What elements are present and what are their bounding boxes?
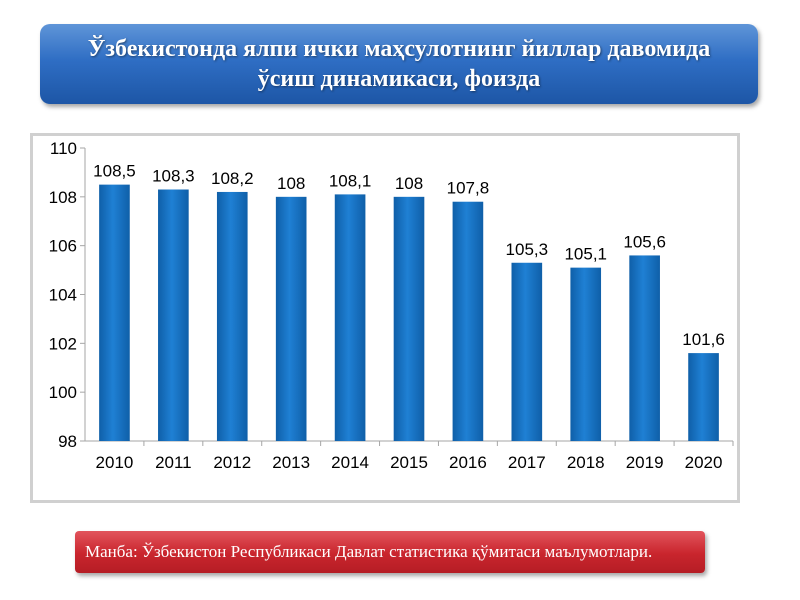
bar-2013 <box>275 196 307 441</box>
bar-2011 <box>158 189 189 441</box>
x-tick-label: 2019 <box>626 453 664 472</box>
y-tick-label: 100 <box>49 383 77 402</box>
data-label: 108 <box>395 174 423 193</box>
bar-2012 <box>216 191 248 441</box>
bar-chart: 98 100 102 104 106 108 110 2010 108,5 2011 108,3 20… <box>49 139 734 472</box>
x-tick-label: 2014 <box>331 453 369 472</box>
data-label: 105,1 <box>564 245 607 264</box>
y-tick-label: 110 <box>50 139 77 158</box>
y-tick-label: 106 <box>49 237 77 256</box>
data-label: 108,3 <box>152 167 195 186</box>
x-tick-label: 2017 <box>508 453 546 472</box>
y-tick-label: 108 <box>49 188 77 207</box>
chart-frame: 98 100 102 104 106 108 110 2010 108,5 2011 108,3 20… <box>30 133 740 503</box>
bar-2020 <box>688 353 719 441</box>
bar-2018 <box>570 267 602 441</box>
data-label: 108,5 <box>93 162 136 181</box>
chart-title: Ўзбекистонда ялпи ички маҳсулотнинг йилл… <box>87 36 711 92</box>
x-tick-label: 2010 <box>96 453 134 472</box>
x-tick-label: 2020 <box>685 453 723 472</box>
bar-2014 <box>334 194 366 441</box>
x-tick-label: 2011 <box>155 453 192 472</box>
source-banner: Манба: Ўзбекистон Республикаси Давлат ст… <box>75 531 705 573</box>
x-tick-label: 2013 <box>272 453 310 472</box>
data-label: 108 <box>277 174 305 193</box>
x-tick-label: 2015 <box>390 453 428 472</box>
data-label: 107,8 <box>447 179 490 198</box>
bar-2016 <box>452 201 484 441</box>
y-tick-label: 102 <box>49 334 77 353</box>
data-label: 105,6 <box>623 232 666 251</box>
data-label: 101,6 <box>682 330 725 349</box>
y-tick-label: 104 <box>49 286 77 305</box>
x-tick-label: 2016 <box>449 453 487 472</box>
x-tick-label: 2018 <box>567 453 605 472</box>
data-label: 108,2 <box>211 169 254 188</box>
bar-2019 <box>629 255 660 441</box>
source-note: Манба: Ўзбекистон Республикаси Давлат ст… <box>85 542 653 561</box>
bar-2010 <box>99 184 130 441</box>
x-tick-label: 2012 <box>213 453 251 472</box>
data-label: 108,1 <box>329 171 372 190</box>
bar-2015 <box>393 196 425 441</box>
data-label: 105,3 <box>506 240 549 259</box>
y-tick-label: 98 <box>58 432 77 451</box>
bar-2017 <box>511 262 543 441</box>
title-banner: Ўзбекистонда ялпи ички маҳсулотнинг йилл… <box>40 24 758 104</box>
